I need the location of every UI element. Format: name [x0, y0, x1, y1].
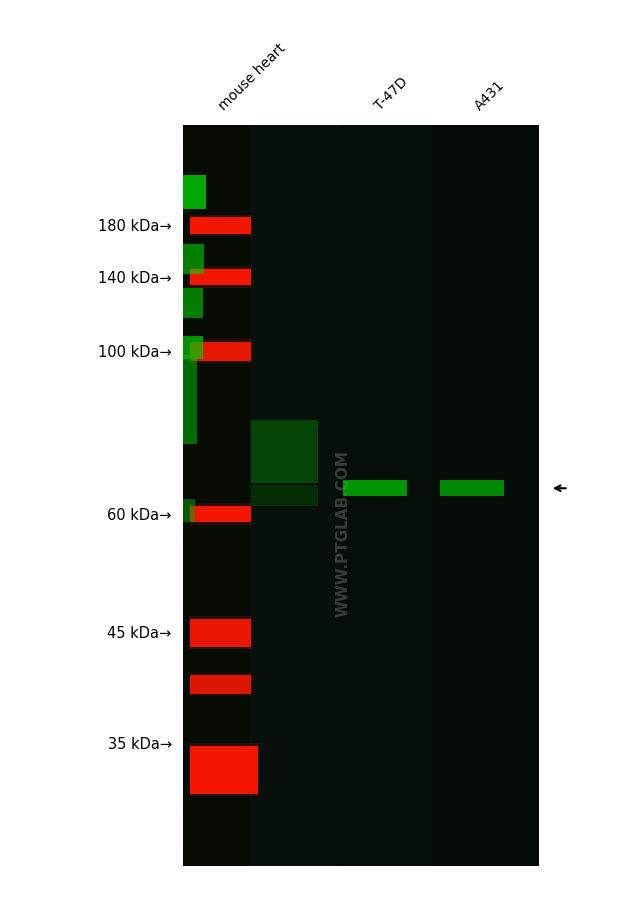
Bar	[183, 337, 203, 359]
Bar	[440, 481, 503, 497]
Bar	[188, 340, 252, 364]
Bar	[188, 503, 252, 526]
Bar	[183, 126, 539, 866]
Text: 180 kDa→: 180 kDa→	[98, 218, 172, 234]
Text: mouse heart: mouse heart	[216, 41, 288, 113]
Bar	[183, 355, 197, 445]
Text: 100 kDa→: 100 kDa→	[98, 345, 172, 359]
Bar	[188, 216, 252, 237]
Bar	[343, 481, 407, 497]
Text: A431: A431	[472, 78, 508, 113]
Bar	[190, 270, 250, 286]
Text: 140 kDa→: 140 kDa→	[98, 271, 172, 285]
Bar	[250, 486, 319, 506]
Bar	[188, 616, 252, 649]
Bar	[190, 218, 250, 235]
Bar	[340, 126, 433, 866]
Bar	[250, 420, 319, 483]
Bar	[188, 267, 252, 289]
Bar	[190, 746, 258, 794]
Bar	[190, 506, 250, 523]
Text: T-47D: T-47D	[373, 74, 411, 113]
Bar	[249, 126, 340, 866]
Bar	[183, 244, 204, 274]
Bar	[188, 673, 252, 696]
Bar	[190, 343, 250, 361]
Bar	[183, 500, 195, 522]
Text: 45 kDa→: 45 kDa→	[107, 625, 172, 640]
Text: WWW.PTGLAB.COM: WWW.PTGLAB.COM	[336, 450, 351, 616]
Bar	[190, 676, 250, 694]
Text: 35 kDa→: 35 kDa→	[108, 736, 172, 751]
Bar	[433, 126, 539, 866]
Bar	[183, 289, 203, 318]
Text: 60 kDa→: 60 kDa→	[107, 507, 172, 522]
Bar	[188, 743, 259, 796]
Bar	[183, 176, 206, 209]
Bar	[183, 126, 249, 866]
Bar	[190, 619, 250, 647]
